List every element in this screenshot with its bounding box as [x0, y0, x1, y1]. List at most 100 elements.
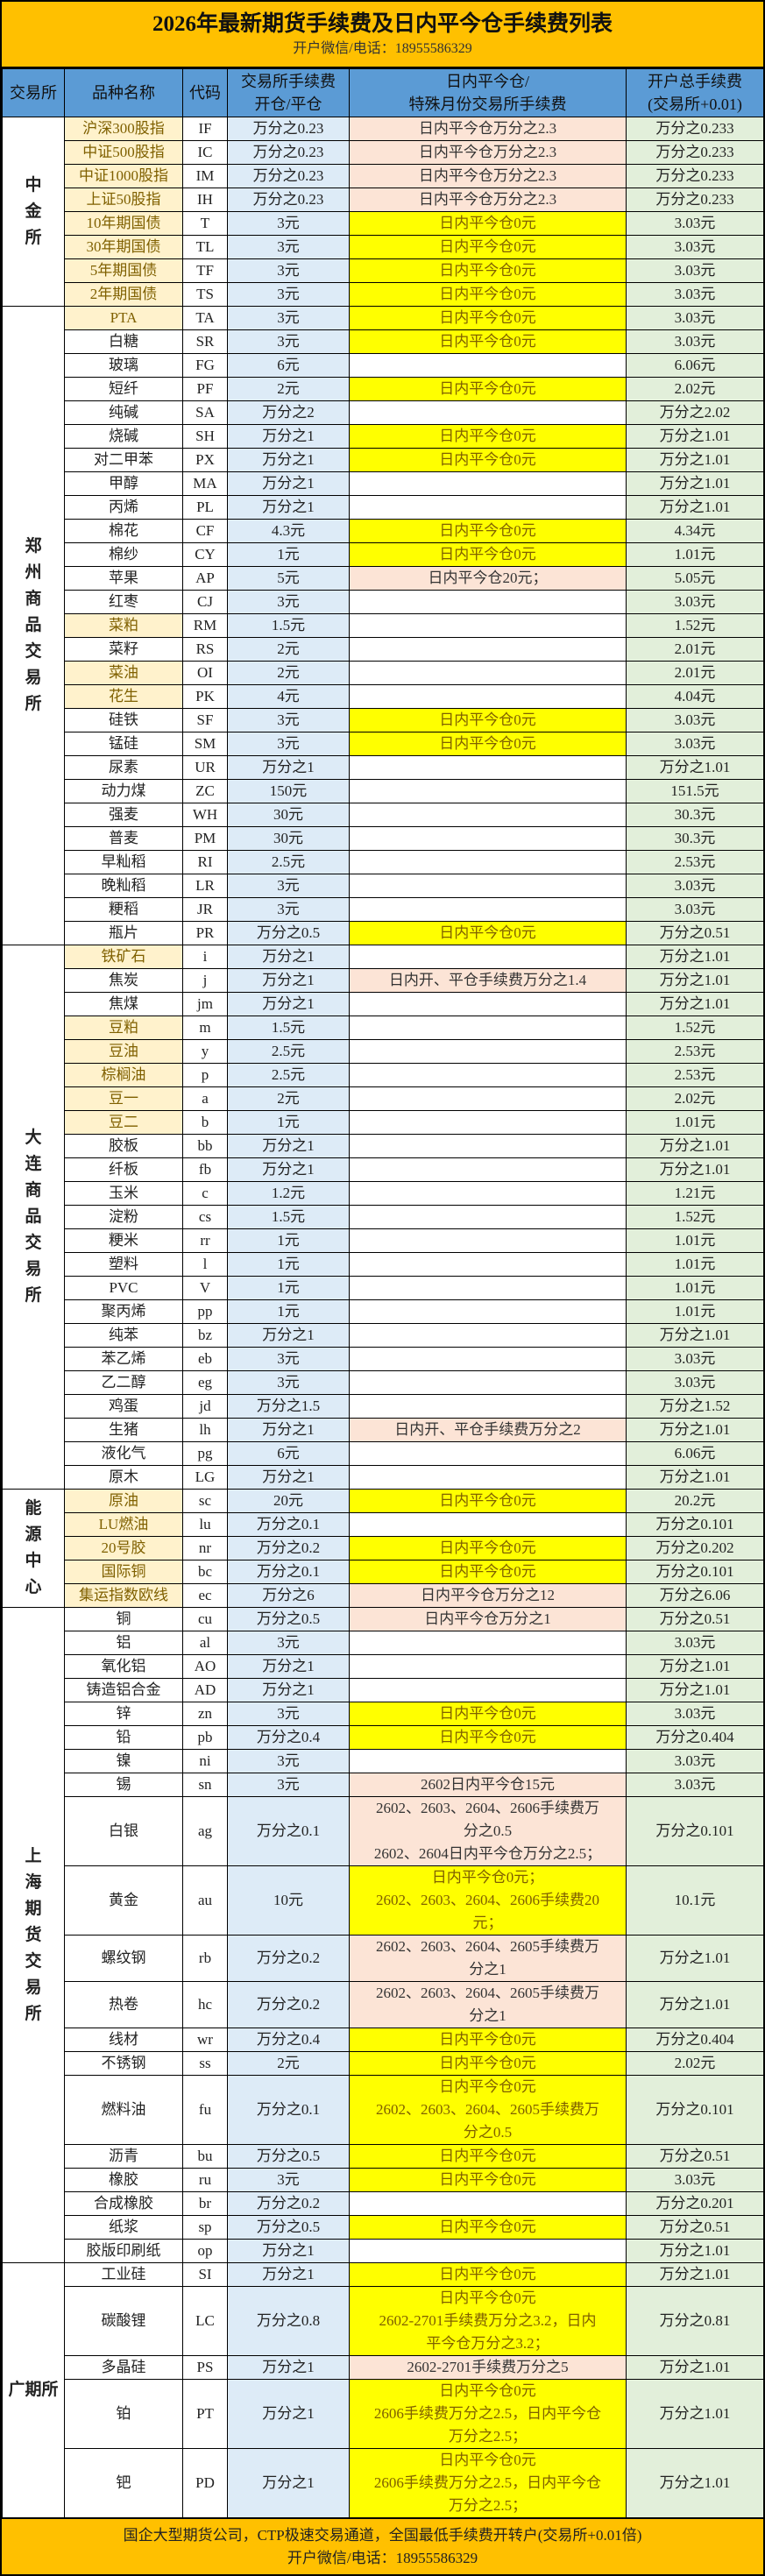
intraday-fee [349, 1086, 627, 1111]
intraday-fee-line: 日内平今仓0元 [439, 1492, 536, 1509]
intraday-fee [349, 1157, 627, 1182]
product-code: fu [182, 2075, 228, 2145]
table-row: 纤板 fb 万分之1 万分之1.01 [3, 1157, 764, 1182]
intraday-fee [349, 779, 627, 803]
product-name: 硅铁 [64, 708, 183, 732]
product-name: 丙烯 [64, 495, 183, 520]
intraday-fee [349, 826, 627, 851]
product-code: hc [182, 1981, 228, 2028]
product-code: pg [182, 1441, 228, 1466]
product-name: 白糖 [64, 329, 183, 354]
total-fee: 3.03元 [626, 874, 764, 898]
intraday-fee: 日内平今仓0元 [349, 1725, 627, 1750]
exchange-name: 郑州商品交易所 [25, 537, 42, 713]
total-fee: 万分之1.01 [626, 495, 764, 520]
table-row: 烧碱 SH 万分之1 日内平今仓0元 万分之1.01 [3, 424, 764, 449]
intraday-fee [349, 874, 627, 898]
product-code: SH [182, 424, 228, 449]
product-code: rr [182, 1228, 228, 1253]
product-name: 上证50股指 [64, 188, 183, 212]
table-row: 普麦 PM 30元 30.3元 [3, 826, 764, 851]
product-code: nr [182, 1536, 228, 1560]
table-row: 热卷 hc 万分之0.2 2602、2603、2604、2605手续费万 分之1 万分之1… [3, 1981, 764, 2028]
product-name: 纸浆 [64, 2215, 183, 2240]
product-code: LR [182, 874, 228, 898]
intraday-fee-line: 日内平今仓0元 [439, 380, 536, 397]
exchange-name-cell: 广期所 [2, 2262, 65, 2518]
exchange-fee: 万分之1 [227, 424, 350, 449]
total-fee: 万分之0.202 [626, 1536, 764, 1560]
product-code: ec [182, 1583, 228, 1608]
product-code: AP [182, 566, 228, 591]
total-fee: 3.03元 [626, 1370, 764, 1395]
product-name: 聚丙烯 [64, 1299, 183, 1324]
intraday-fee-line: 分之1 [469, 1961, 506, 1978]
header-label: 开仓/平仓 [254, 96, 322, 113]
product-name: 焦煤 [64, 992, 183, 1016]
product-code: SI [182, 2262, 228, 2287]
exchange-fee: 万分之0.23 [227, 164, 350, 188]
exchange-fee: 1.2元 [227, 1181, 350, 1206]
exchange-fee: 1元 [227, 1252, 350, 1277]
table-row: 集运指数欧线 ec 万分之6 日内平今仓万分之12 万分之6.06 [3, 1583, 764, 1608]
table-row: 钯 PD 万分之1 日内平今仓0元 2606手续费万分之2.5，日内平今仓 万分之2.5；… [3, 2448, 764, 2518]
exchange-fee: 万分之1.5 [227, 1394, 350, 1419]
table-row: 白糖 SR 3元 日内平今仓0元 3.03元 [3, 329, 764, 354]
total-fee: 万分之0.201 [626, 2191, 764, 2216]
product-name: 10年期国债 [64, 211, 183, 236]
product-code: zn [182, 1702, 228, 1726]
total-fee: 4.34元 [626, 519, 764, 543]
total-fee: 1.01元 [626, 1228, 764, 1253]
table-row: 燃料油 fu 万分之0.1 日内平今仓0元 2602、2603、2604、2605手续费… [3, 2075, 764, 2145]
exchange-fee: 2.5元 [227, 850, 350, 874]
table-row: 棉纱 CY 1元 日内平今仓0元 1.01元 [3, 542, 764, 567]
intraday-fee [349, 613, 627, 638]
exchange-name: 大连商品交易所 [25, 1129, 42, 1305]
exchange-fee: 3元 [227, 897, 350, 922]
product-code: lu [182, 1512, 228, 1537]
product-name: 螺纹钢 [64, 1935, 183, 1982]
intraday-fee-line: 日内平今仓0元 [439, 1563, 536, 1580]
product-code: bb [182, 1134, 228, 1158]
table-row: 豆二 b 1元 1.01元 [3, 1110, 764, 1135]
table-header-row: 交易所 品种名称 代码 交易所手续费 开仓/平仓 日内平今仓/特殊月份交易所手续费 开户总手… [2, 68, 764, 117]
table-row: 能源中心 原油 sc 20元 日内平今仓0元 20.2元 [2, 1489, 764, 1608]
total-fee: 30.3元 [626, 803, 764, 827]
total-fee: 万分之1.01 [626, 755, 764, 780]
product-code: JR [182, 897, 228, 922]
intraday-fee-line: 日内平今仓0元 [439, 2289, 536, 2306]
intraday-fee-line: 日内平今仓0元 [439, 546, 536, 563]
intraday-fee-line: 日内平今仓0元 [439, 1539, 536, 1556]
product-name: 菜粕 [64, 613, 183, 638]
product-code: PD [182, 2448, 228, 2518]
total-fee: 3.03元 [626, 1702, 764, 1726]
product-name: 中证500股指 [64, 140, 183, 165]
intraday-fee-line: 2602、2603、2604、2606手续费万 [376, 1800, 599, 1816]
exchange-fee: 150元 [227, 779, 350, 803]
table-row: 广期所 工业硅 SI 万分之1 日内平今仓0元 万分之1.01 [2, 2262, 764, 2518]
table-row: 瓶片 PR 万分之0.5 日内平今仓0元 万分之0.51 [3, 921, 764, 945]
intraday-fee [349, 992, 627, 1016]
product-name: 晚籼稻 [64, 874, 183, 898]
intraday-fee-line: 日内平今仓0元； [431, 1869, 544, 1886]
total-fee: 2.01元 [626, 637, 764, 662]
exchange-fee: 1元 [227, 1299, 350, 1324]
intraday-fee-line: 日内平今仓万分之2.3 [418, 144, 557, 160]
product-code: PL [182, 495, 228, 520]
total-fee: 3.03元 [626, 1631, 764, 1655]
intraday-fee [349, 850, 627, 874]
table-row: 苯乙烯 eb 3元 3.03元 [3, 1347, 764, 1371]
intraday-fee-line: 2602、2604日内平今仓万分之2.5； [373, 1845, 602, 1862]
product-code: j [182, 968, 228, 993]
table-row: 棕榈油 p 2.5元 2.53元 [3, 1063, 764, 1087]
exchange-fee: 万分之1 [227, 755, 350, 780]
product-name: 对二甲苯 [64, 448, 183, 472]
intraday-fee: 2602-2701手续费万分之5 [349, 2355, 627, 2380]
intraday-fee [349, 1110, 627, 1135]
intraday-fee-line: 日内平今仓0元 [439, 2078, 536, 2095]
intraday-fee: 日内开、平仓手续费万分之2 [349, 1418, 627, 1442]
product-code: PX [182, 448, 228, 472]
table-row: 玻璃 FG 6元 6.06元 [3, 353, 764, 378]
product-name: 生猪 [64, 1418, 183, 1442]
product-code: WH [182, 803, 228, 827]
